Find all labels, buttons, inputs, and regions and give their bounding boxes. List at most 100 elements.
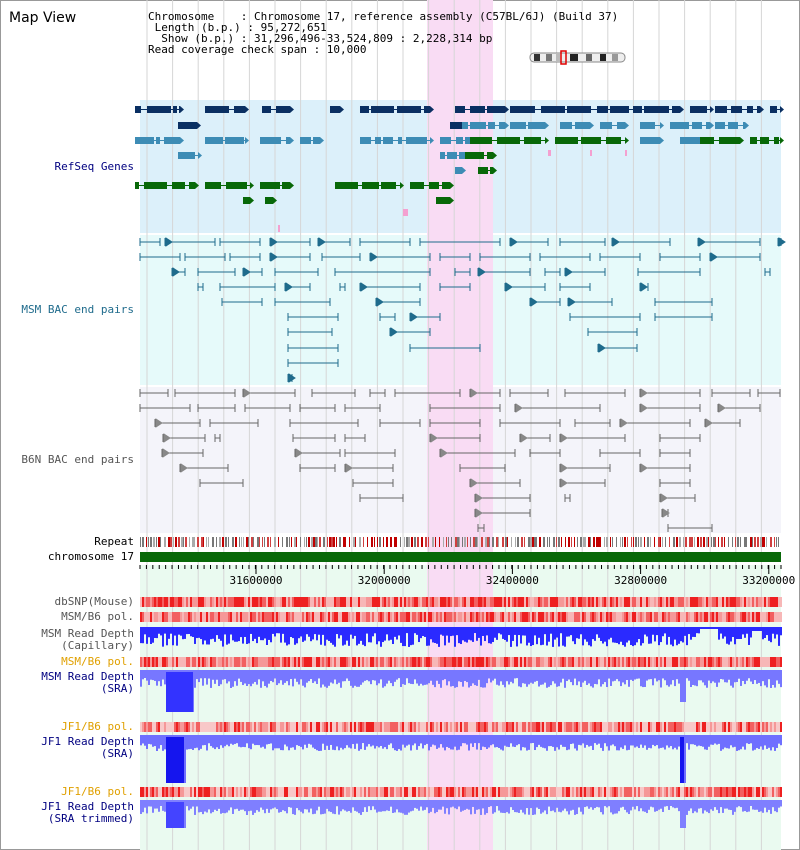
read-depth-tracks[interactable]: [140, 627, 782, 828]
msm-b6-pol-cell: [280, 657, 282, 667]
dbsnp-label[interactable]: dbSNP(Mouse): [54, 595, 134, 608]
repeat-element: [673, 537, 675, 547]
jf1-b6-pol-cell: [320, 722, 322, 732]
jf1-depth-sra-label[interactable]: JF1 Read Depth (SRA): [41, 736, 134, 760]
msm-b6-pol-cell: [680, 657, 682, 667]
jf1-depth-trimmed-label[interactable]: JF1 Read Depth (SRA trimmed): [41, 801, 134, 825]
jf1-b6-pol-cell: [618, 787, 620, 797]
gene-strand-arrow: [430, 137, 434, 144]
msm-sra-depth: [576, 670, 578, 686]
msm-sra-depth: [160, 670, 162, 687]
gene-exon: [410, 182, 424, 189]
chromosome-label[interactable]: chromosome 17: [47, 550, 134, 563]
msm-b6-pol-cell: [274, 612, 276, 622]
msm-sra-depth: [556, 670, 558, 687]
msm-b6-pol-cell: [550, 657, 552, 667]
repeat-track[interactable]: [140, 537, 779, 547]
jf1-b6-pol-cell: [300, 722, 302, 732]
jf1-b6-pol-cell: [326, 722, 328, 732]
msm-b6-pol-cell: [176, 657, 178, 667]
jf1-trimmed-depth: [320, 800, 322, 815]
msm-capillary-depth: [218, 627, 220, 639]
msm-sra-depth: [504, 670, 506, 688]
jf1-sra-depth: [694, 735, 696, 745]
msm-b6-pol-cell: [254, 612, 256, 622]
repeat-label[interactable]: Repeat: [94, 535, 134, 548]
gene-fragment: [590, 150, 592, 156]
msm-b6-pol-cell: [662, 657, 664, 667]
jf1-trimmed-depth: [196, 800, 198, 807]
msm-capillary-depth: [278, 627, 280, 634]
msm-b6-pol-cell: [238, 657, 240, 667]
dbsnp-cell: [274, 597, 276, 607]
chromosome-bar[interactable]: [140, 552, 781, 562]
msm-b6-pol-cell: [742, 657, 744, 667]
msm-capillary-depth: [282, 627, 284, 634]
jf1-sra-depth: [316, 735, 318, 751]
msm-capillary-depth: [250, 627, 252, 634]
msm-sra-depth: [718, 670, 720, 683]
msm-b6-pol-cell: [470, 612, 472, 622]
jf1-b6-pol-label-1[interactable]: JF1/B6 pol.: [61, 720, 134, 733]
msm-bac-label[interactable]: MSM BAC end pairs: [21, 303, 134, 316]
msm-b6-pol-cell: [476, 612, 478, 622]
jf1-sra-depth: [260, 735, 262, 748]
msm-capillary-depth: [760, 627, 762, 631]
dbsnp-cell: [172, 597, 174, 607]
msm-capillary-depth: [712, 627, 714, 629]
refseq-gene-track[interactable]: [135, 106, 784, 232]
chromosome-ideogram[interactable]: [529, 50, 626, 65]
refseq-genes-label[interactable]: RefSeq Genes: [54, 160, 134, 173]
repeat-element: [175, 537, 177, 547]
msm-capillary-depth: [244, 627, 246, 637]
msm-capillary-depth: [358, 627, 360, 644]
jf1-b6-pol-cell: [490, 722, 492, 732]
msm-b6-pol-cell: [690, 657, 692, 667]
msm-b6-pol-cell: [350, 657, 352, 667]
msm-sra-depth: [256, 670, 258, 685]
msm-bac-track[interactable]: [139, 237, 786, 383]
gene-exon: [260, 137, 281, 144]
jf1-b6-pol-cell: [550, 787, 552, 797]
jf1-trimmed-depth: [766, 800, 768, 813]
jf1-b6-pol-cell: [142, 722, 144, 732]
jf1-sra-depth: [224, 735, 226, 747]
jf1-b6-pol-cell: [262, 787, 264, 797]
jf1-sra-depth: [466, 735, 468, 745]
jf1-trimmed-depth: [776, 800, 778, 813]
msm-b6-pol-cell: [522, 612, 524, 622]
repeat-element: [296, 537, 297, 547]
jf1-b6-pol-label-2[interactable]: JF1/B6 pol.: [61, 785, 134, 798]
msm-b6-pol-cell: [170, 657, 172, 667]
msm-b6-pol-cell: [554, 657, 556, 667]
msm-b6-pol-cell: [534, 657, 536, 667]
jf1-b6-pol-cell: [686, 787, 688, 797]
msm-b6-pol-cell: [684, 657, 686, 667]
msm-sra-depth: [772, 670, 774, 685]
msm-b6-pol-label-1[interactable]: MSM/B6 pol.: [61, 610, 134, 623]
polymorphism-tracks[interactable]: [140, 597, 782, 797]
gene-exon: [440, 137, 451, 144]
b6n-bac-track[interactable]: [139, 388, 781, 532]
jf1-b6-pol-cell: [486, 722, 488, 732]
dbsnp-cell: [146, 597, 148, 607]
msm-depth-sra-label[interactable]: MSM Read Depth (SRA): [41, 671, 134, 695]
b6n-bac-label[interactable]: B6N BAC end pairs: [21, 453, 134, 466]
msm-b6-pol-cell: [494, 657, 496, 667]
msm-b6-pol-cell: [710, 612, 712, 622]
msm-capillary-depth: [450, 627, 452, 637]
gene-exon: [750, 137, 757, 144]
msm-capillary-depth: [706, 627, 708, 629]
msm-sra-depth: [606, 670, 608, 688]
jf1-trimmed-depth: [242, 800, 244, 810]
repeat-element: [496, 537, 498, 547]
jf1-b6-pol-cell: [466, 787, 468, 797]
msm-sra-depth: [532, 670, 534, 684]
jf1-b6-pol-cell: [696, 722, 698, 732]
dbsnp-cell: [342, 597, 344, 607]
msm-b6-pol-label-2[interactable]: MSM/B6 pol.: [61, 655, 134, 668]
repeat-element: [703, 537, 705, 547]
msm-capillary-depth: [412, 627, 414, 645]
msm-depth-capillary-label[interactable]: MSM Read Depth (Capillary): [41, 628, 134, 652]
